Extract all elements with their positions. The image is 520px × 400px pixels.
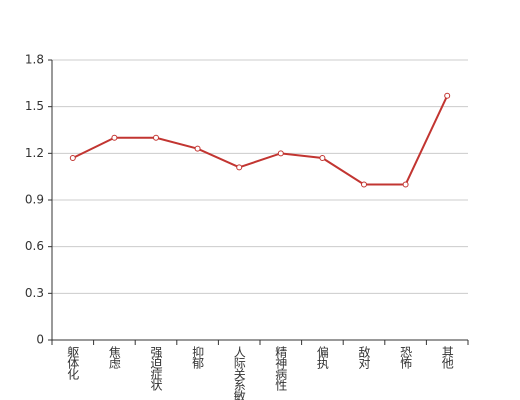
x-tick-label: 敌对 [357,345,371,369]
point [402,181,409,188]
x-tick-label: 偏执 [315,345,329,370]
point [444,92,451,99]
line [72,95,449,186]
x-tick-label: 焦虑 [107,346,121,369]
x-tick-label: 精神病性 [274,346,288,392]
point [111,134,118,141]
y-tick-label: 0.6 [25,239,44,253]
x-tick-label: 抑郁 [191,345,205,370]
point [361,181,367,188]
x-tick-label: 人际关系敏感 [232,346,246,400]
x-tick-label: 其他 [440,346,454,369]
point [69,155,76,161]
y-tick-label: 1.2 [25,146,44,160]
x-tick-label: 躯体化 [66,345,80,381]
point [194,145,201,152]
point [319,155,326,161]
y-tick-label: 1.5 [25,99,44,113]
point [153,134,159,141]
y-tick-label: 0.3 [25,286,44,300]
point [236,164,243,171]
point [277,150,284,157]
y-tick-label: 0.9 [25,193,44,207]
y-tick-label: 0 [36,333,44,347]
y-tick-label: 1.8 [25,53,44,67]
x-tick-label: 恐怖 [399,346,413,369]
x-tick-label: 强迫症状 [149,346,163,391]
